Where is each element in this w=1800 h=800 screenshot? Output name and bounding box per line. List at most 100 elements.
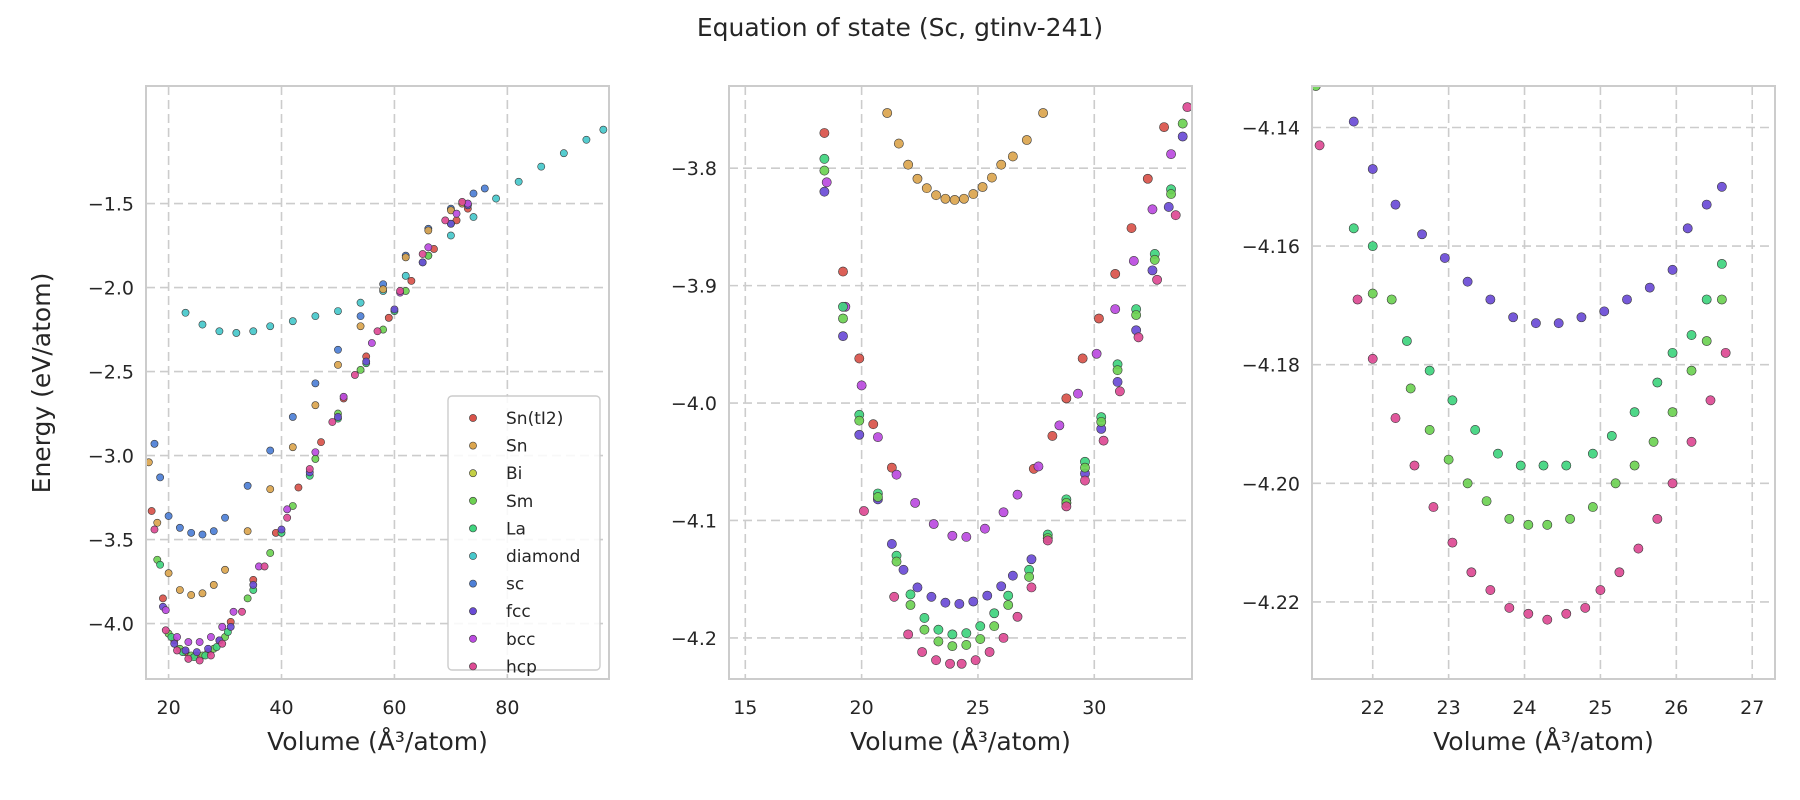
y-tick-label: −4.18 xyxy=(1242,355,1300,377)
data-point xyxy=(288,413,297,421)
data-point xyxy=(283,513,292,522)
x-axis-label: Volume (Å³/atom) xyxy=(850,727,1071,756)
data-point xyxy=(1390,199,1401,210)
data-point xyxy=(195,638,204,646)
data-point xyxy=(1610,478,1621,489)
data-point xyxy=(446,206,455,215)
data-point xyxy=(164,569,173,578)
data-point xyxy=(919,624,930,635)
data-point xyxy=(175,523,184,532)
data-point xyxy=(940,193,951,204)
data-point xyxy=(1439,253,1450,263)
data-point xyxy=(1112,365,1123,376)
data-point xyxy=(1042,535,1053,546)
data-point xyxy=(819,128,830,138)
data-point xyxy=(328,418,337,426)
series-sn xyxy=(882,108,1048,205)
data-point xyxy=(195,656,204,665)
data-point xyxy=(919,613,930,623)
plot-frame xyxy=(1311,85,1776,680)
data-point xyxy=(961,628,972,639)
y-tick-label: −2.0 xyxy=(88,278,134,300)
data-point xyxy=(1133,332,1144,343)
data-point xyxy=(243,594,252,603)
plot-frame xyxy=(728,85,1193,680)
data-point xyxy=(401,253,410,262)
data-point xyxy=(305,465,314,473)
data-point xyxy=(989,621,1000,632)
data-point xyxy=(947,629,958,640)
data-point xyxy=(998,507,1009,518)
data-point xyxy=(1633,543,1644,554)
data-points xyxy=(1312,86,1731,625)
data-point xyxy=(418,258,427,267)
y-tick-label: −4.0 xyxy=(88,614,134,636)
data-point xyxy=(288,317,297,326)
data-point xyxy=(1073,388,1083,399)
data-point xyxy=(153,518,162,527)
data-point xyxy=(1629,407,1640,418)
data-point xyxy=(838,331,848,342)
data-point xyxy=(458,198,467,206)
data-point xyxy=(889,591,900,602)
data-point xyxy=(1466,567,1477,578)
data-point xyxy=(1686,365,1697,376)
legend-label: Sn(tI2) xyxy=(506,409,563,429)
panel-3: 22 23 24 25 26 27 −4.22 −4.20 −4.18 −4.16 −4.14 Vol… xyxy=(1242,85,1776,756)
legend-label: Sn xyxy=(506,437,528,457)
data-point xyxy=(873,432,883,442)
legend-label: sc xyxy=(506,575,524,595)
y-tick-label: −2.5 xyxy=(88,362,134,384)
y-tick-label: −3.8 xyxy=(671,158,717,180)
legend-label: La xyxy=(506,519,526,539)
data-point xyxy=(1166,189,1176,199)
legend-label: hcp xyxy=(506,657,537,677)
data-point xyxy=(1462,478,1473,489)
data-point xyxy=(1485,294,1496,305)
legend: Sn(tI2) Sn Bi Sm La diamond sc fcc bcc hcp xyxy=(447,395,601,677)
data-point xyxy=(1443,454,1454,465)
data-point xyxy=(334,345,342,354)
data-point xyxy=(311,379,320,388)
data-point xyxy=(1003,590,1014,601)
data-point xyxy=(1485,585,1496,595)
plot-area xyxy=(1312,86,1775,679)
data-point xyxy=(161,606,170,615)
data-point xyxy=(249,581,258,589)
data-point xyxy=(1667,478,1678,489)
data-point xyxy=(1147,204,1158,215)
data-point xyxy=(232,329,241,337)
data-point xyxy=(446,219,455,228)
data-point xyxy=(1033,461,1044,472)
data-point xyxy=(1606,430,1617,441)
data-point xyxy=(1080,475,1090,486)
data-point xyxy=(1470,425,1481,435)
data-point xyxy=(351,371,359,379)
data-point xyxy=(173,646,181,655)
data-point xyxy=(1716,258,1727,269)
data-point xyxy=(1716,294,1727,305)
data-point xyxy=(1428,502,1439,512)
data-point xyxy=(1114,386,1125,397)
data-point xyxy=(1701,294,1712,305)
x-tick-label: 60 xyxy=(382,697,406,719)
data-point xyxy=(334,307,342,315)
data-point xyxy=(1094,313,1104,324)
panel-1: 20 40 60 80 −4.0 −3.5 −3.0 −2.5 −2.0 −1.5 Volume (… xyxy=(88,85,610,756)
data-point xyxy=(1038,108,1048,118)
data-point xyxy=(1026,582,1037,593)
data-point xyxy=(156,473,165,482)
data-point xyxy=(1091,348,1102,359)
x-tick-label: 30 xyxy=(1082,697,1106,719)
data-point xyxy=(1182,102,1192,113)
data-point xyxy=(975,634,986,644)
plot-frame xyxy=(145,85,610,680)
data-point xyxy=(164,512,173,520)
data-point xyxy=(356,298,365,307)
data-point xyxy=(959,193,969,204)
data-point xyxy=(854,415,865,426)
data-point xyxy=(1177,118,1188,129)
data-point xyxy=(559,149,568,158)
data-point xyxy=(1667,347,1678,358)
data-point xyxy=(1614,567,1625,578)
